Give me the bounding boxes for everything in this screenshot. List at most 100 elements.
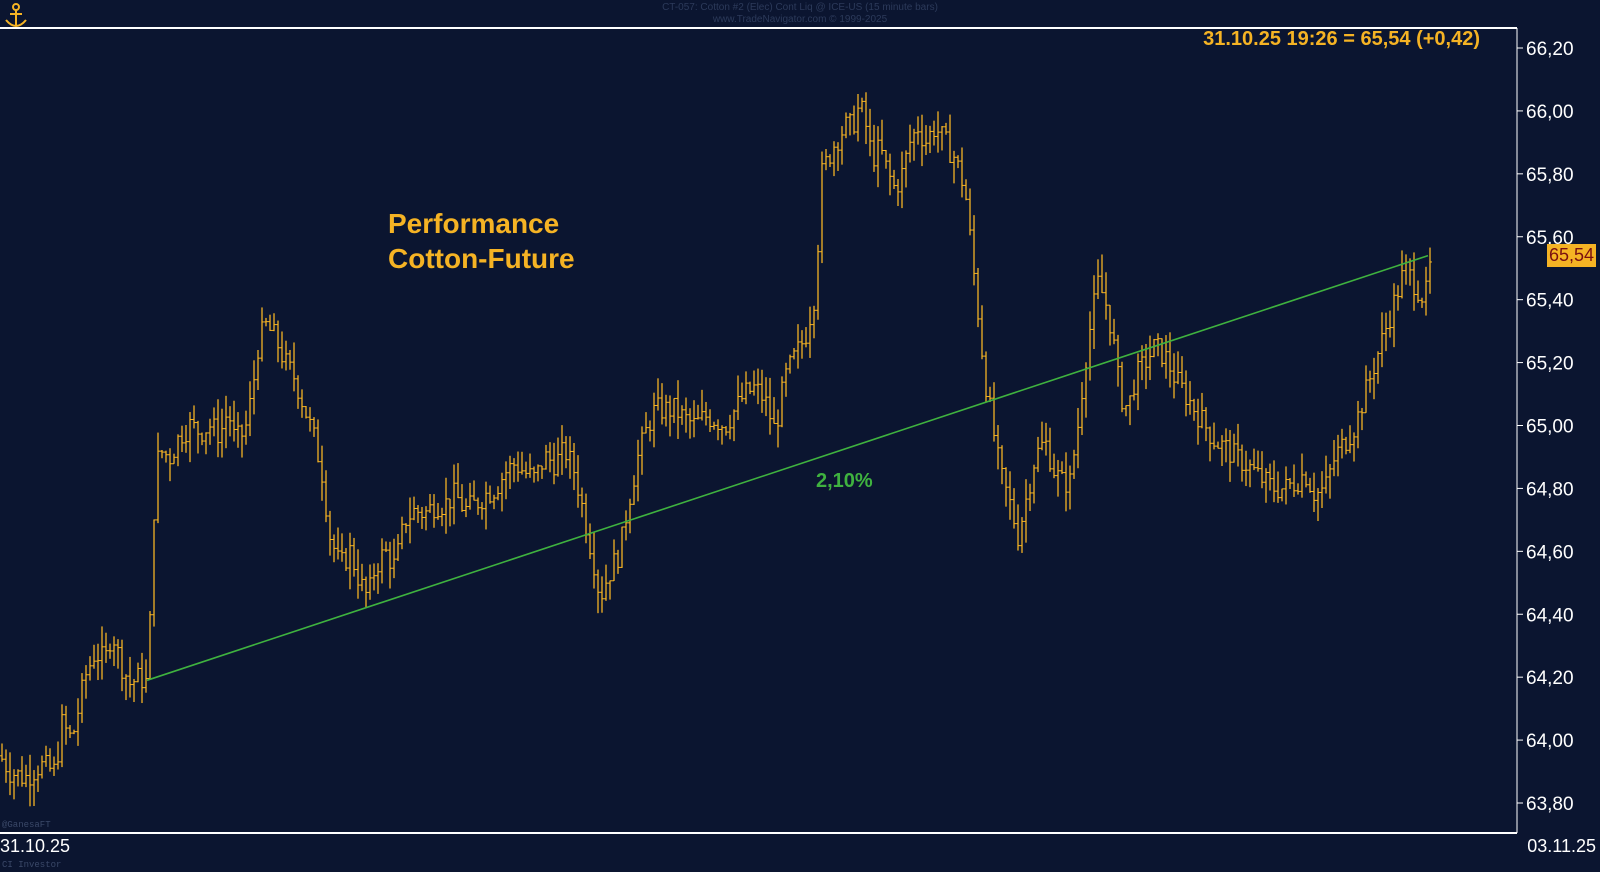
ohlc-bar bbox=[888, 153, 892, 196]
ohlc-bar bbox=[192, 405, 196, 429]
y-tick-label: 65,60 bbox=[1526, 228, 1574, 249]
ohlc-bar bbox=[612, 539, 616, 582]
ohlc-bar bbox=[696, 404, 700, 420]
ohlc-bar bbox=[812, 305, 816, 339]
ohlc-bar bbox=[616, 549, 620, 574]
ohlc-bar bbox=[1020, 517, 1024, 553]
ohlc-bar bbox=[528, 453, 532, 478]
ohlc-bar bbox=[320, 445, 324, 501]
ohlc-bar bbox=[1376, 351, 1380, 384]
y-tick-label: 65,40 bbox=[1526, 291, 1574, 312]
ohlc-bar bbox=[536, 464, 540, 482]
ohlc-bar bbox=[1112, 318, 1116, 345]
ohlc-bar bbox=[644, 412, 648, 434]
ohlc-bar bbox=[24, 764, 28, 788]
ohlc-bar bbox=[132, 678, 136, 703]
ohlc-bar bbox=[908, 124, 912, 163]
ohlc-bar bbox=[996, 425, 1000, 470]
ohlc-bar bbox=[512, 458, 516, 483]
ohlc-bar bbox=[828, 154, 832, 168]
ohlc-bar bbox=[1208, 426, 1212, 462]
ohlc-bar bbox=[1188, 381, 1192, 415]
ohlc-bar bbox=[572, 443, 576, 491]
ohlc-bar bbox=[264, 317, 268, 327]
ohlc-bar bbox=[72, 729, 76, 735]
ohlc-bar bbox=[84, 665, 88, 699]
ohlc-bar bbox=[1200, 392, 1204, 429]
ohlc-bar bbox=[1400, 250, 1404, 299]
ohlc-bar bbox=[352, 537, 356, 577]
ohlc-bar bbox=[588, 523, 592, 560]
ohlc-bar bbox=[328, 510, 332, 556]
ohlc-bar bbox=[516, 451, 520, 482]
ohlc-bar bbox=[580, 487, 584, 518]
ohlc-bar bbox=[540, 465, 544, 479]
ohlc-bar bbox=[436, 502, 440, 520]
ohlc-bar bbox=[1220, 435, 1224, 466]
ohlc-bar bbox=[1360, 407, 1364, 431]
ohlc-bar bbox=[332, 534, 336, 563]
ohlc-bar bbox=[316, 419, 320, 463]
ohlc-bar bbox=[624, 510, 628, 541]
ohlc-bar bbox=[1028, 483, 1032, 512]
ohlc-bar bbox=[396, 534, 400, 561]
ohlc-bar bbox=[1032, 464, 1036, 504]
y-tick-label: 66,20 bbox=[1526, 39, 1574, 60]
ohlc-bar bbox=[984, 351, 988, 403]
ohlc-bar bbox=[1232, 433, 1236, 463]
ohlc-bar bbox=[748, 381, 752, 395]
y-tick-label: 64,80 bbox=[1526, 479, 1574, 500]
ohlc-bar bbox=[760, 369, 764, 413]
anchor-logo-icon bbox=[5, 3, 27, 27]
ohlc-bar bbox=[1192, 398, 1196, 421]
ohlc-bar bbox=[1248, 459, 1252, 488]
ohlc-bar bbox=[780, 376, 784, 428]
ohlc-bar bbox=[8, 752, 12, 796]
y-tick-label: 64,20 bbox=[1526, 668, 1574, 689]
ohlc-bar bbox=[196, 420, 200, 454]
ohlc-bar bbox=[684, 397, 688, 433]
ohlc-bar bbox=[220, 408, 224, 458]
ohlc-bar bbox=[1016, 504, 1020, 551]
ohlc-bar bbox=[1180, 356, 1184, 389]
ohlc-bar bbox=[360, 563, 364, 592]
ohlc-bar bbox=[224, 395, 228, 449]
ohlc-bar bbox=[108, 643, 112, 659]
ohlc-bar bbox=[688, 408, 692, 439]
ohlc-bar bbox=[860, 97, 864, 113]
ohlc-bar bbox=[120, 639, 124, 692]
ohlc-bar bbox=[912, 128, 916, 161]
ohlc-bar bbox=[1352, 432, 1356, 462]
ohlc-bar bbox=[88, 656, 92, 681]
ohlc-bar bbox=[1328, 463, 1332, 499]
ohlc-bar bbox=[376, 563, 380, 594]
ohlc-bar bbox=[1260, 451, 1264, 489]
ohlc-bar bbox=[188, 412, 192, 463]
ohlc-bar bbox=[1124, 405, 1128, 417]
y-tick-label: 63,80 bbox=[1526, 794, 1574, 815]
ohlc-bar bbox=[608, 580, 612, 600]
ohlc-bar bbox=[404, 523, 408, 534]
ohlc-bar bbox=[1424, 266, 1428, 316]
ohlc-bar bbox=[356, 549, 360, 599]
ohlc-bar bbox=[76, 698, 80, 746]
ohlc-bar bbox=[232, 400, 236, 442]
ohlc-bar bbox=[648, 420, 652, 442]
ohlc-bar bbox=[348, 532, 352, 590]
ohlc-bar bbox=[1340, 428, 1344, 459]
ohlc-bar bbox=[1108, 304, 1112, 346]
ohlc-bar bbox=[284, 340, 288, 371]
ohlc-bar bbox=[916, 116, 920, 145]
ohlc-bar bbox=[128, 656, 132, 698]
ohlc-bar bbox=[1092, 275, 1096, 350]
ohlc-bar bbox=[144, 659, 148, 693]
ohlc-bar bbox=[976, 267, 980, 328]
ohlc-bar bbox=[408, 497, 412, 544]
ohlc-bar bbox=[400, 516, 404, 550]
ohlc-bar bbox=[724, 426, 728, 436]
ohlc-bar bbox=[172, 453, 176, 465]
ohlc-bar bbox=[288, 349, 292, 370]
ohlc-bar bbox=[1296, 483, 1300, 495]
ohlc-bar bbox=[1152, 338, 1156, 358]
ohlc-bar bbox=[524, 461, 528, 479]
